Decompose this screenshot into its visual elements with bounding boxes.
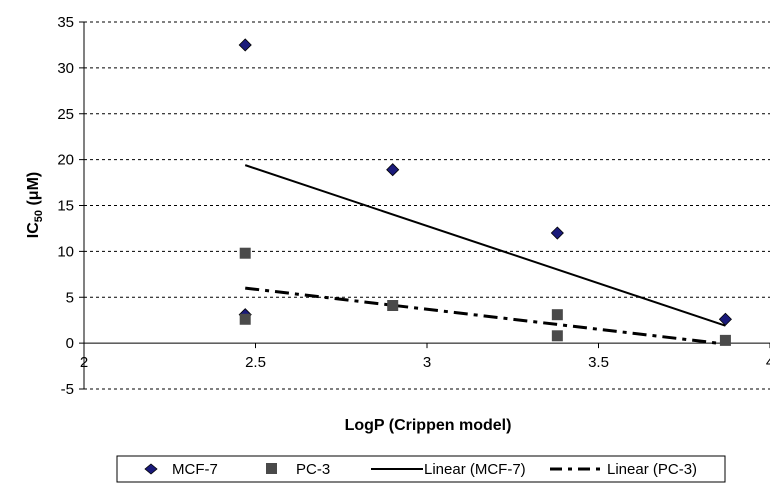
y-tick-label: 5 [66, 289, 74, 306]
legend-label-linear-mcf7: Linear (MCF-7) [424, 461, 526, 478]
trendline-linear-pc3 [245, 286, 726, 346]
x-axis-title: LogP (Crippen model) [345, 417, 512, 434]
legend-label-mcf7: MCF-7 [172, 461, 218, 478]
point-pc3 [719, 334, 731, 346]
point-pc3 [239, 313, 251, 325]
y-tick-label: 10 [57, 243, 74, 260]
point-mcf7 [718, 312, 732, 326]
point-pc3 [551, 309, 563, 321]
point-mcf7 [238, 38, 252, 52]
legend-marker-mcf7 [144, 463, 158, 475]
y-tick-label: 25 [57, 106, 74, 123]
y-tick-label: 20 [57, 152, 74, 169]
legend-label-linear-pc3: Linear (PC-3) [607, 461, 697, 478]
point-mcf7 [550, 226, 564, 240]
y-axis-title-main: IC [25, 222, 42, 238]
data-points [238, 38, 732, 346]
point-pc3 [551, 330, 563, 342]
y-tick-labels: -5 0 5 10 15 20 25 30 35 [57, 14, 74, 398]
y-axis-title-subscript: 50 [33, 210, 45, 222]
point-pc3 [387, 300, 399, 312]
trendline-linear-mcf7 [244, 164, 726, 327]
x-tick-label: 2.5 [245, 354, 266, 371]
x-tick-label: 2 [80, 354, 88, 371]
axes [79, 21, 770, 390]
y-tick-label: 35 [57, 14, 74, 31]
x-tick-label: 3 [423, 354, 431, 371]
y-tick-label: 30 [57, 60, 74, 77]
y-tick-label: -5 [61, 381, 74, 398]
y-axis-title-unit: (μM) [25, 172, 42, 210]
x-tick-label: 4 [766, 354, 770, 371]
legend: MCF-7 PC-3 Linear (MCF-7) Linear (PC-3) [116, 455, 726, 483]
y-tick-label: 0 [66, 335, 74, 352]
x-tick-label: 3.5 [588, 354, 609, 371]
y-tick-label: 15 [57, 198, 74, 215]
legend-label-pc3: PC-3 [296, 461, 330, 478]
gridlines [84, 21, 770, 390]
trendlines [244, 164, 726, 346]
x-tick-labels: 2 2.5 3 3.5 4 [80, 354, 770, 371]
point-pc3 [239, 247, 251, 259]
legend-marker-pc3 [266, 463, 277, 474]
point-mcf7 [386, 163, 400, 177]
y-axis-title: IC50 (μM) [25, 172, 45, 238]
